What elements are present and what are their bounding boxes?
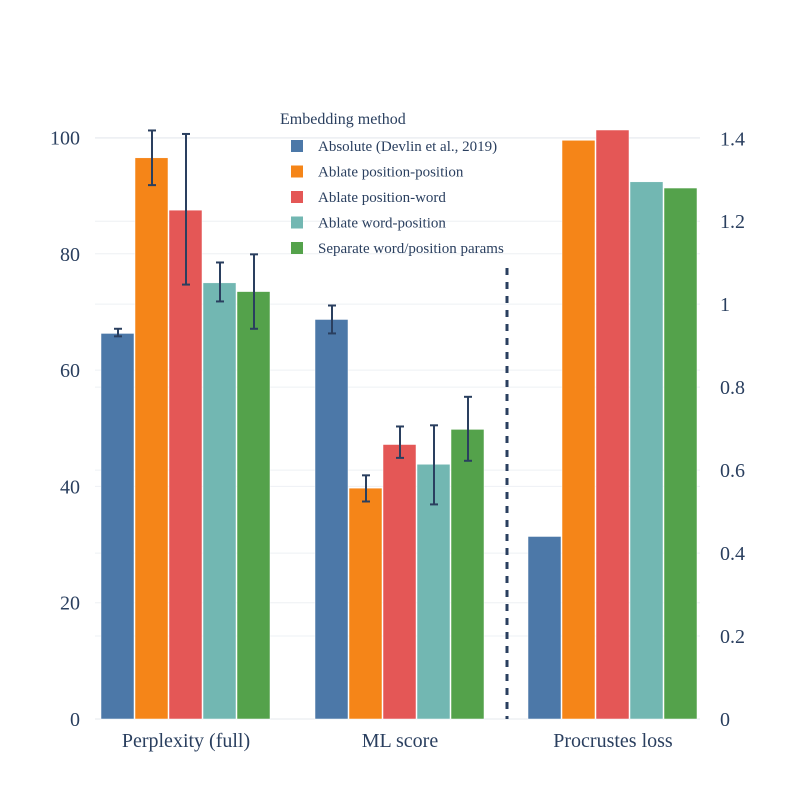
legend-label: Ablate position-position: [318, 165, 464, 181]
category-label: ML score: [362, 730, 439, 752]
right-tick-label: 0.8: [720, 377, 745, 399]
left-tick-label: 60: [60, 360, 80, 382]
left-tick-label: 20: [60, 593, 80, 615]
left-tick-label: 100: [50, 127, 80, 149]
bar: [629, 181, 664, 720]
bar: [527, 536, 562, 720]
bar: [561, 140, 596, 720]
right-tick-label: 0: [720, 709, 730, 731]
bar: [348, 487, 383, 720]
right-tick-label: 1: [720, 294, 730, 316]
axis-layer: 0 20 40 60 80 100 0 0.2 0.4 0.6 0.8 1 1.2 1.4 Perplexi…: [50, 127, 745, 752]
legend: Embedding method Absolute (Devlin et al.,…: [280, 111, 504, 257]
right-tick-label: 0.2: [720, 626, 745, 648]
left-tick-label: 0: [70, 709, 80, 731]
legend-label: Ablate position-word: [318, 190, 446, 206]
bar: [236, 291, 271, 720]
legend-swatch: [291, 242, 303, 254]
legend-swatch: [291, 216, 303, 229]
legend-label: Ablate word-position: [318, 216, 446, 232]
left-tick-label: 80: [60, 244, 80, 266]
bar: [202, 282, 237, 720]
bar: [168, 209, 203, 720]
legend-swatch: [291, 140, 303, 152]
category-label: Perplexity (full): [122, 730, 250, 752]
bar-layer: [100, 129, 698, 720]
legend-title: Embedding method: [280, 111, 406, 128]
bar: [100, 333, 135, 720]
bar: [595, 129, 630, 720]
right-tick-label: 0.4: [720, 543, 745, 565]
bar: [314, 319, 349, 720]
bar: [382, 444, 417, 720]
bar: [134, 157, 169, 720]
legend-label: Separate word/position params: [318, 241, 504, 257]
right-tick-label: 1.4: [720, 128, 745, 150]
left-tick-label: 40: [60, 476, 80, 498]
bar: [416, 464, 451, 720]
legend-swatch: [291, 165, 303, 178]
bar: [450, 429, 485, 720]
legend-label: Absolute (Devlin et al., 2019): [318, 139, 497, 155]
error-bar-layer: [114, 129, 472, 506]
legend-swatch: [291, 191, 303, 203]
bar: [663, 187, 698, 720]
category-label: Procrustes loss: [553, 730, 673, 752]
right-tick-label: 0.6: [720, 460, 745, 482]
right-tick-label: 1.2: [720, 211, 745, 233]
